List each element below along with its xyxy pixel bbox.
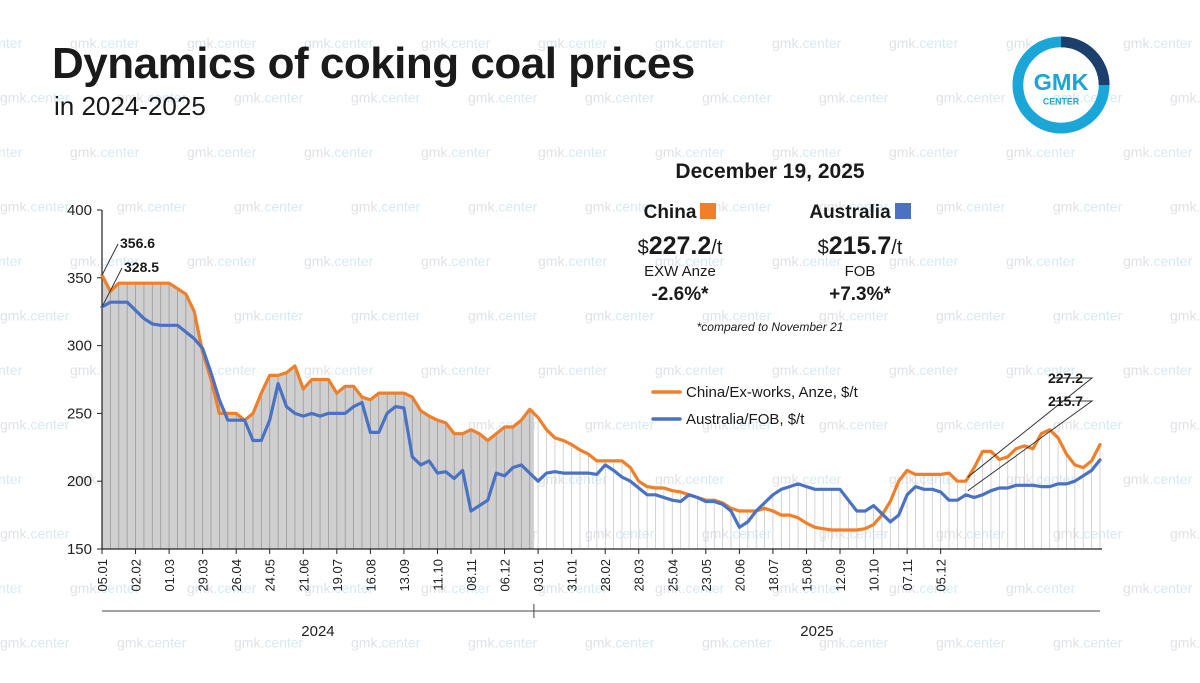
x-tick-label: 20.06 (732, 559, 747, 592)
x-tick-label: 05.12 (934, 559, 949, 592)
summary-date: December 19, 2025 (675, 160, 865, 183)
x-tick-label: 13.09 (397, 559, 412, 592)
x-tick-label: 02.02 (129, 559, 144, 592)
gmk-center-logo: GMK CENTER (1012, 36, 1110, 134)
year-label-2024: 2024 (301, 623, 334, 640)
y-tick-label: 300 (67, 338, 92, 355)
china-price-prefix: $ (637, 237, 649, 259)
year-label-2025: 2025 (800, 623, 833, 640)
x-tick-label: 18.07 (766, 559, 781, 592)
x-tick-label: 15.08 (799, 559, 814, 592)
annotation-leader (101, 267, 123, 308)
summary-china: China $227.2/t EXW Anze -2.6%* (590, 202, 770, 306)
y-tick-label: 150 (67, 541, 92, 558)
summary-australia: Australia $215.7/t FOB +7.3%* (770, 202, 950, 306)
annotation-china-end: 227.2 (1048, 370, 1083, 386)
shaded-area-2024 (102, 275, 534, 549)
china-label: China (643, 202, 697, 223)
australia-price-prefix: $ (817, 237, 829, 259)
x-tick-label: 11.10 (430, 559, 445, 591)
australia-label: Australia (809, 202, 891, 223)
australia-change: +7.3%* (829, 284, 891, 305)
australia-price-unit: /t (891, 237, 903, 259)
y-tick-label: 200 (67, 473, 92, 490)
china-color-square (700, 203, 717, 219)
annotation-leader (967, 377, 1094, 478)
x-tick-label: 12.09 (833, 559, 848, 592)
australia-price: 215.7 (828, 232, 892, 260)
logo-text-line1: GMK (1034, 69, 1089, 95)
x-tick-label: 31.01 (565, 559, 580, 592)
x-tick-label: 08.11 (464, 559, 479, 591)
x-tick-label: 07.11 (900, 559, 915, 591)
annotation-leader (101, 243, 119, 276)
x-tick-label: 19.07 (330, 559, 345, 592)
annotation-leader (967, 400, 1094, 492)
x-tick-label: 06.12 (498, 559, 513, 592)
x-tick-label: 23.05 (699, 559, 714, 592)
x-tick-label: 16.08 (363, 559, 378, 592)
logo-text-line2: CENTER (1043, 97, 1080, 107)
chart-subtitle: in 2024-2025 (54, 91, 206, 121)
annotation-australia-start: 328.5 (124, 259, 159, 275)
x-tick-label: 26.04 (229, 559, 244, 592)
x-tick-label: 03.01 (531, 559, 546, 592)
china-price: 227.2 (648, 232, 712, 260)
china-price-unit: /t (711, 237, 723, 259)
x-tick-label: 05.01 (95, 559, 110, 592)
australia-basis: FOB (844, 263, 876, 280)
comparison-note: *compared to November 21 (696, 320, 844, 334)
chart-title: Dynamics of coking coal prices (52, 39, 695, 88)
y-tick-label: 350 (67, 270, 92, 287)
x-tick-label: 28.02 (598, 559, 613, 592)
x-tick-label: 28.03 (632, 559, 647, 592)
y-tick-label: 400 (67, 202, 92, 219)
australia-color-square (894, 203, 911, 219)
summary-panel: December 19, 2025 China $227.2/t EXW Anz… (590, 160, 950, 340)
x-tick-label: 01.03 (162, 559, 177, 592)
series-line-australia (100, 300, 1102, 529)
legend-label-china: China/Ex-works, Anze, $/t (686, 384, 859, 401)
china-change: -2.6%* (651, 284, 709, 305)
x-tick-label: 29.03 (196, 559, 211, 592)
x-tick-label: 10.10 (867, 559, 882, 592)
x-tick-label: 25.04 (665, 559, 680, 592)
annotation-china-start: 356.6 (120, 235, 155, 251)
china-basis: EXW Anze (644, 263, 716, 280)
x-tick-label: 21.06 (296, 559, 311, 592)
series-line-china (100, 273, 1102, 532)
x-tick-label: 24.05 (263, 559, 278, 592)
annotation-australia-end: 215.7 (1048, 393, 1083, 409)
y-tick-label: 250 (67, 405, 92, 422)
legend-label-australia: Australia/FOB, $/t (686, 411, 805, 428)
